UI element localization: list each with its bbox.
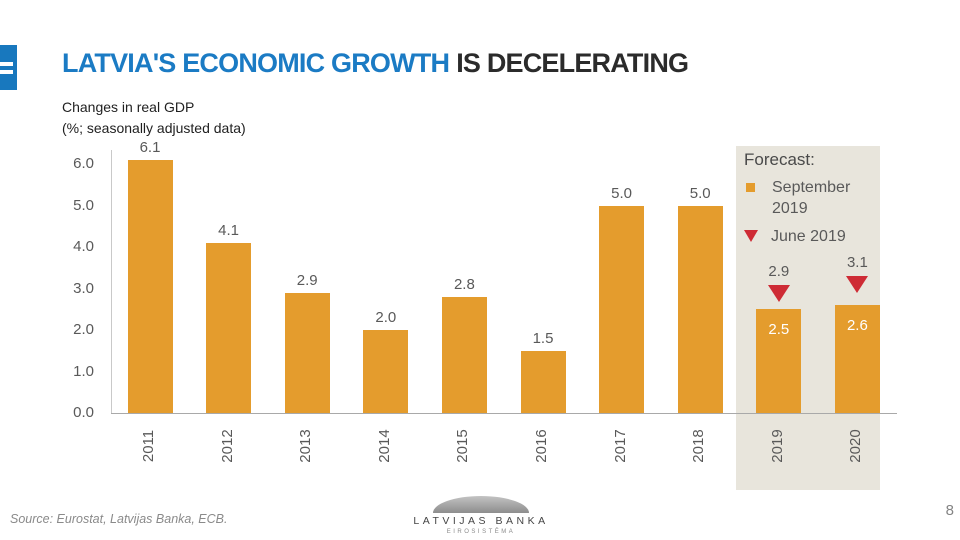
subtitle-line-1: Changes in real GDP xyxy=(62,99,195,115)
red-triangle-icon xyxy=(744,230,758,242)
menu-line xyxy=(0,61,13,66)
x-axis-line xyxy=(111,413,897,414)
latvijas-banka-logo: LATVIJAS BANKA EIROSISTĒMA xyxy=(408,496,554,535)
title-rest: IS DECELERATING xyxy=(456,48,689,78)
bar-value-label-2017: 5.0 xyxy=(611,184,633,202)
bar-2015 xyxy=(441,296,487,413)
y-axis-tick-label: 0.0 xyxy=(73,404,94,421)
orange-square-icon xyxy=(746,183,755,192)
legend-label: September 2019 xyxy=(772,179,851,217)
legend-label: June 2019 xyxy=(771,228,846,245)
bar-2018 xyxy=(677,205,723,413)
june-forecast-marker-2019 xyxy=(767,284,790,302)
x-axis-label-2016: 2016 xyxy=(533,429,550,463)
y-axis-tick-label: 1.0 xyxy=(73,362,94,380)
y-axis-tick-label: 2.0 xyxy=(73,321,94,338)
bar-value-label-2011: 6.1 xyxy=(139,138,161,156)
bar-2013 xyxy=(284,292,330,413)
june-forecast-marker-2020 xyxy=(846,276,869,294)
logo-dome-icon xyxy=(433,496,529,513)
legend-entry-september: September 2019 xyxy=(744,177,876,219)
june-forecast-value-2020: 3.1 xyxy=(846,254,868,272)
x-axis-label-2020: 2020 xyxy=(847,429,865,463)
legend-entry-june: June 2019 xyxy=(744,226,876,247)
menu-icon[interactable] xyxy=(0,45,17,90)
x-axis-label-2013: 2013 xyxy=(297,429,315,463)
logo-name: LATVIJAS BANKA xyxy=(413,515,549,527)
june-forecast-value-2019: 2.9 xyxy=(768,262,790,280)
bar-2020 xyxy=(834,305,880,413)
chart-subtitle: Changes in real GDP (%; seasonally adjus… xyxy=(62,97,246,139)
page-number: 8 xyxy=(945,502,954,519)
bar-value-label-2015: 2.8 xyxy=(453,275,475,293)
bar-value-label-2016: 1.5 xyxy=(532,329,554,347)
x-axis-label-2017: 2017 xyxy=(611,429,629,463)
subtitle-line-2: (%; seasonally adjusted data) xyxy=(62,120,246,136)
y-axis-tick-label: 4.0 xyxy=(73,238,94,255)
bar-value-label-2018: 5.0 xyxy=(689,184,711,202)
logo-subtitle: EIROSISTĒMA xyxy=(446,529,516,535)
bar-value-label-2019: 2.5 xyxy=(768,321,790,339)
x-axis-label-2012: 2012 xyxy=(218,429,236,463)
bar-2012 xyxy=(206,242,252,413)
bar-2017 xyxy=(599,205,645,413)
y-axis-tick-label: 3.0 xyxy=(73,279,94,297)
y-axis-tick-label: 5.0 xyxy=(73,196,94,214)
source-note: Source: Eurostat, Latvijas Banka, ECB. xyxy=(10,512,228,526)
x-axis-label-2018: 2018 xyxy=(690,429,708,463)
x-axis-label-2015: 2015 xyxy=(454,429,472,463)
bar-value-label-2020: 2.6 xyxy=(846,317,868,335)
menu-line xyxy=(0,69,13,74)
page-title: LATVIA'S ECONOMIC GROWTH IS DECELERATING xyxy=(62,48,689,79)
bar-2016 xyxy=(520,350,566,413)
y-axis-tick-label: 6.0 xyxy=(73,155,94,172)
bar-2019 xyxy=(756,309,802,413)
title-accent: LATVIA'S ECONOMIC GROWTH xyxy=(62,48,450,78)
forecast-legend: Forecast: September 2019 June 2019 xyxy=(744,150,876,254)
y-axis-line xyxy=(111,150,112,413)
bar-2011 xyxy=(127,159,173,413)
legend-title: Forecast: xyxy=(744,150,815,169)
bar-value-label-2012: 4.1 xyxy=(218,221,240,239)
bar-2014 xyxy=(363,330,409,413)
x-axis-label-2011: 2011 xyxy=(140,429,157,463)
bar-value-label-2013: 2.9 xyxy=(296,271,318,289)
bar-value-label-2014: 2.0 xyxy=(375,309,397,326)
x-axis-label-2014: 2014 xyxy=(375,429,393,463)
x-axis-label-2019: 2019 xyxy=(768,429,786,463)
